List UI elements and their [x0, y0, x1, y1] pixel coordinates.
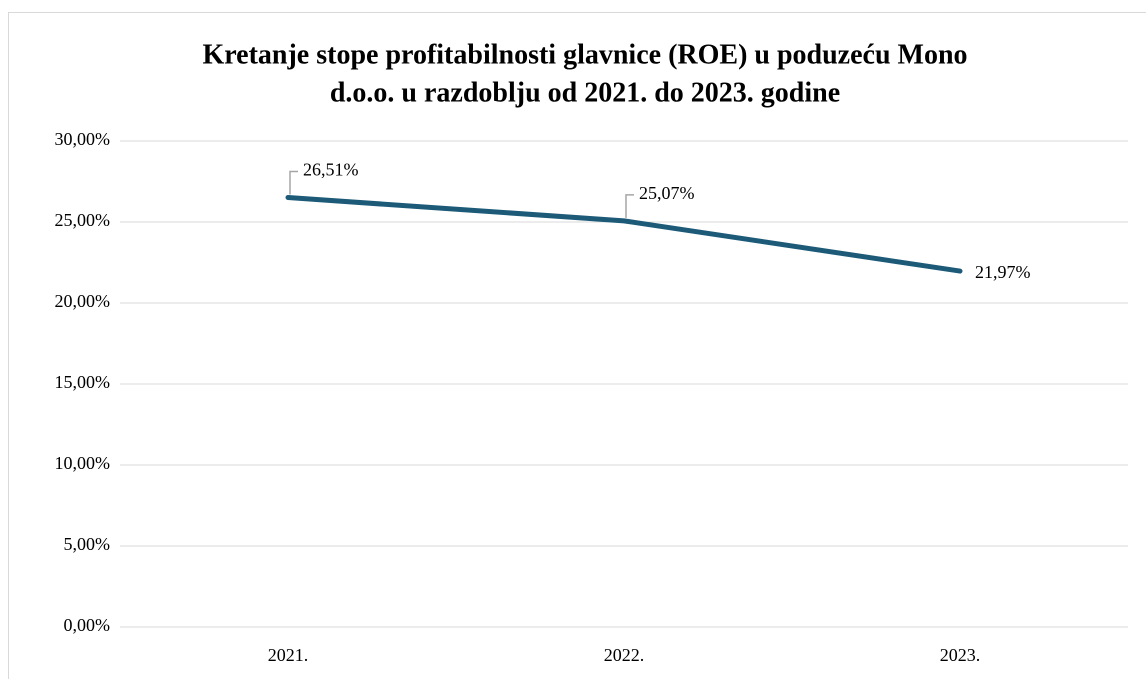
x-tick-label: 2021. [268, 645, 309, 665]
y-tick-label: 5,00% [64, 534, 111, 554]
y-tick-label: 20,00% [55, 291, 111, 311]
x-tick-label: 2022. [604, 645, 645, 665]
chart-title: d.o.o. u razdoblju od 2021. do 2023. god… [330, 77, 840, 108]
x-tick-label: 2023. [940, 645, 981, 665]
y-tick-label: 25,00% [55, 210, 111, 230]
data-label: 25,07% [639, 183, 695, 203]
chart-border [8, 12, 1146, 679]
leader-line [289, 170, 298, 195]
y-tick-label: 0,00% [64, 615, 111, 635]
leader-line [625, 194, 634, 218]
y-tick-label: 15,00% [55, 372, 111, 392]
y-tick-label: 30,00% [55, 129, 111, 149]
chart-title: Kretanje stope profitabilnosti glavnice … [202, 39, 967, 70]
data-label: 26,51% [303, 160, 359, 180]
data-label: 21,97% [975, 262, 1031, 282]
line [285, 195, 963, 274]
y-tick-label: 10,00% [55, 453, 111, 473]
